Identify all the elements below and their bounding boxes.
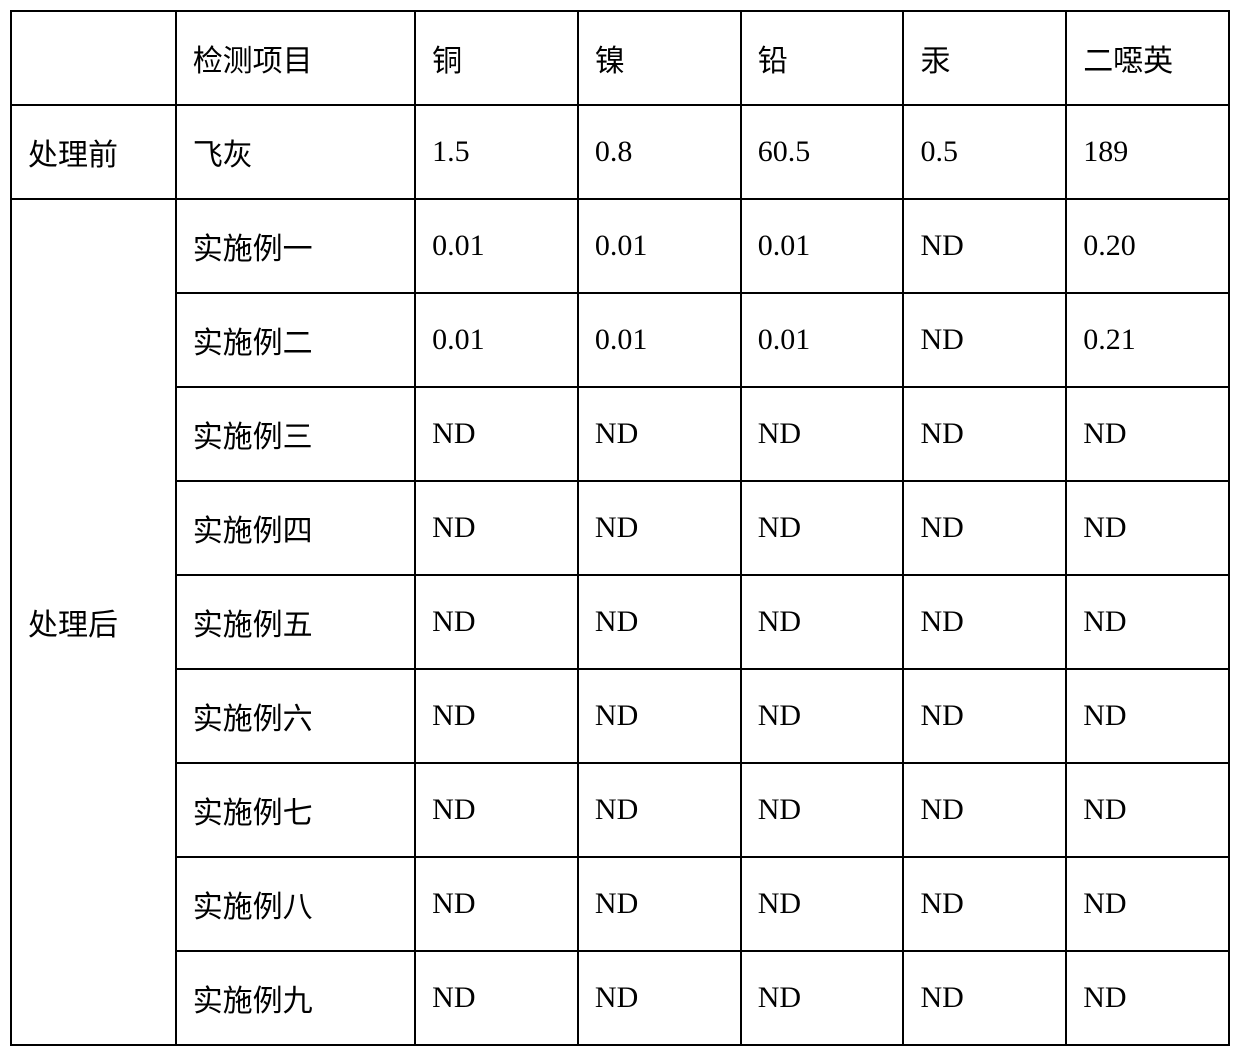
cell-mercury: ND	[903, 951, 1066, 1045]
row-label: 实施例三	[176, 387, 415, 481]
cell-before-copper: 1.5	[415, 105, 578, 199]
cell-copper: 0.01	[415, 199, 578, 293]
cell-dioxin: ND	[1066, 669, 1229, 763]
cell-nickel: ND	[578, 669, 741, 763]
cell-dioxin: ND	[1066, 575, 1229, 669]
row-label-flyash: 飞灰	[176, 105, 415, 199]
cell-copper: ND	[415, 763, 578, 857]
table-row: 实施例八 ND ND ND ND ND	[11, 857, 1229, 951]
cell-lead: ND	[741, 763, 904, 857]
table-row: 实施例九 ND ND ND ND ND	[11, 951, 1229, 1045]
table-row: 实施例五 ND ND ND ND ND	[11, 575, 1229, 669]
cell-lead: 0.01	[741, 293, 904, 387]
header-lead: 铅	[741, 11, 904, 105]
row-label: 实施例四	[176, 481, 415, 575]
row-label: 实施例五	[176, 575, 415, 669]
cell-before-nickel: 0.8	[578, 105, 741, 199]
cell-dioxin: ND	[1066, 951, 1229, 1045]
cell-mercury: ND	[903, 481, 1066, 575]
cell-lead: ND	[741, 951, 904, 1045]
table-row: 处理前 飞灰 1.5 0.8 60.5 0.5 189	[11, 105, 1229, 199]
table-row: 处理后 实施例一 0.01 0.01 0.01 ND 0.20	[11, 199, 1229, 293]
cell-mercury: ND	[903, 575, 1066, 669]
table-row: 实施例七 ND ND ND ND ND	[11, 763, 1229, 857]
cell-copper: 0.01	[415, 293, 578, 387]
table-row: 实施例三 ND ND ND ND ND	[11, 387, 1229, 481]
cell-lead: ND	[741, 857, 904, 951]
cell-mercury: ND	[903, 293, 1066, 387]
cell-nickel: ND	[578, 387, 741, 481]
cell-copper: ND	[415, 857, 578, 951]
cell-dioxin: ND	[1066, 763, 1229, 857]
cell-lead: ND	[741, 481, 904, 575]
cell-mercury: ND	[903, 857, 1066, 951]
cell-copper: ND	[415, 669, 578, 763]
row-label: 实施例二	[176, 293, 415, 387]
stage-after-label: 处理后	[11, 199, 176, 1045]
cell-mercury: ND	[903, 669, 1066, 763]
cell-mercury: ND	[903, 199, 1066, 293]
row-label: 实施例一	[176, 199, 415, 293]
cell-nickel: ND	[578, 951, 741, 1045]
table-row: 实施例四 ND ND ND ND ND	[11, 481, 1229, 575]
cell-dioxin: ND	[1066, 481, 1229, 575]
cell-before-dioxin: 189	[1066, 105, 1229, 199]
row-label: 实施例八	[176, 857, 415, 951]
header-mercury: 汞	[903, 11, 1066, 105]
cell-mercury: ND	[903, 763, 1066, 857]
row-label: 实施例六	[176, 669, 415, 763]
cell-lead: ND	[741, 575, 904, 669]
cell-nickel: ND	[578, 575, 741, 669]
header-detect-item: 检测项目	[176, 11, 415, 105]
row-label: 实施例九	[176, 951, 415, 1045]
cell-dioxin: 0.20	[1066, 199, 1229, 293]
cell-nickel: ND	[578, 763, 741, 857]
stage-before-label: 处理前	[11, 105, 176, 199]
cell-copper: ND	[415, 951, 578, 1045]
cell-copper: ND	[415, 387, 578, 481]
row-label: 实施例七	[176, 763, 415, 857]
cell-lead: 0.01	[741, 199, 904, 293]
cell-copper: ND	[415, 575, 578, 669]
header-copper: 铜	[415, 11, 578, 105]
cell-nickel: 0.01	[578, 199, 741, 293]
cell-before-mercury: 0.5	[903, 105, 1066, 199]
cell-nickel: 0.01	[578, 293, 741, 387]
header-nickel: 镍	[578, 11, 741, 105]
header-dioxin: 二噁英	[1066, 11, 1229, 105]
table-header-row: 检测项目 铜 镍 铅 汞 二噁英	[11, 11, 1229, 105]
cell-dioxin: 0.21	[1066, 293, 1229, 387]
header-stage-blank	[11, 11, 176, 105]
cell-dioxin: ND	[1066, 387, 1229, 481]
cell-copper: ND	[415, 481, 578, 575]
cell-nickel: ND	[578, 481, 741, 575]
cell-dioxin: ND	[1066, 857, 1229, 951]
table-row: 实施例二 0.01 0.01 0.01 ND 0.21	[11, 293, 1229, 387]
cell-lead: ND	[741, 387, 904, 481]
cell-before-lead: 60.5	[741, 105, 904, 199]
data-table: 检测项目 铜 镍 铅 汞 二噁英 处理前 飞灰 1.5 0.8 60.5 0.5…	[10, 10, 1230, 1046]
cell-lead: ND	[741, 669, 904, 763]
cell-nickel: ND	[578, 857, 741, 951]
table-row: 实施例六 ND ND ND ND ND	[11, 669, 1229, 763]
cell-mercury: ND	[903, 387, 1066, 481]
